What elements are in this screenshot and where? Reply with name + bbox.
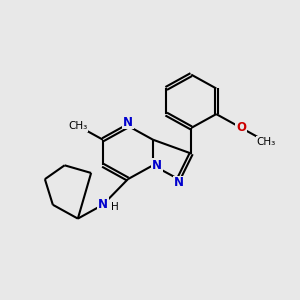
Text: O: O: [236, 122, 246, 134]
Text: N: N: [152, 159, 162, 172]
Text: N: N: [98, 198, 108, 211]
Text: H: H: [111, 202, 119, 212]
Text: CH₃: CH₃: [68, 121, 88, 131]
Text: N: N: [174, 176, 184, 190]
Text: CH₃: CH₃: [257, 137, 276, 147]
Text: N: N: [123, 116, 133, 128]
